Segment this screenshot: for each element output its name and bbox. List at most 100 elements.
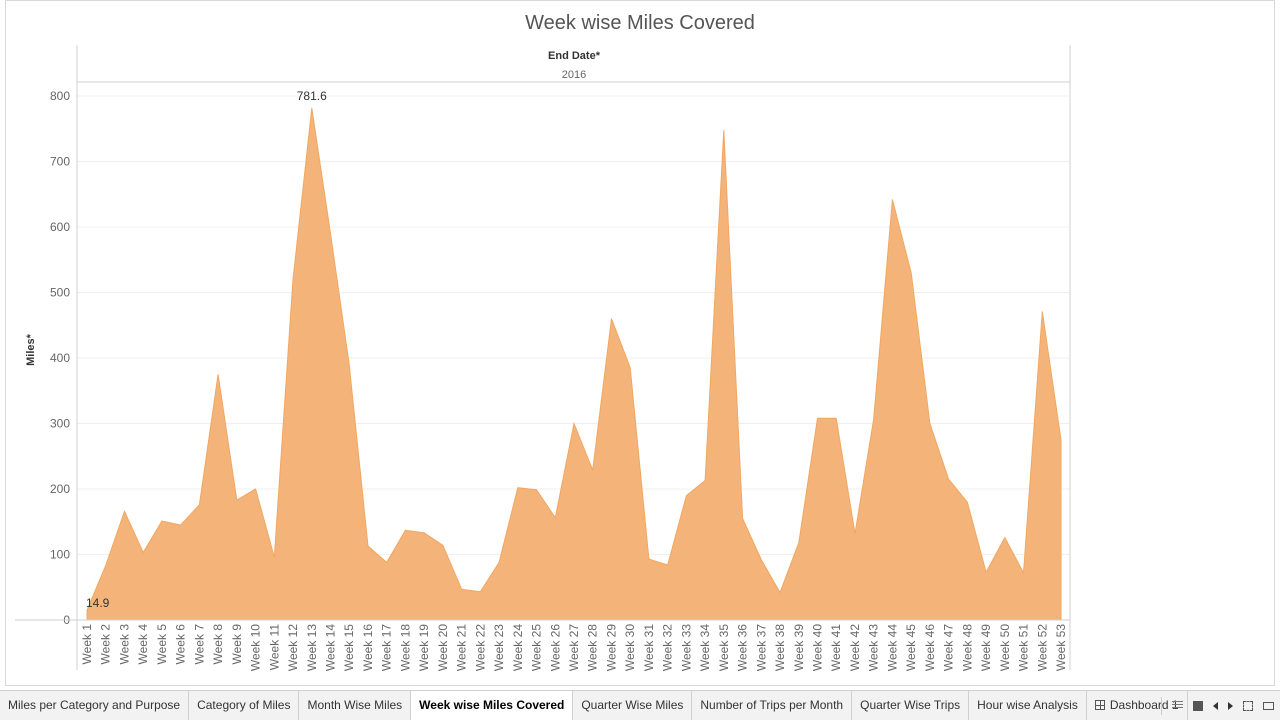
x-tick-label: Week 22 [473,624,487,671]
data-point[interactable] [741,516,745,520]
x-tick-label: Week 32 [661,624,675,671]
data-point[interactable] [984,570,988,574]
data-point[interactable] [816,416,820,420]
sheet-tab[interactable]: Miles per Category and Purpose [0,691,190,720]
data-point[interactable] [535,488,539,492]
sheet-tab-label: Category of Miles [197,698,291,712]
data-point[interactable] [609,317,613,321]
x-tick-label: Week 48 [960,624,974,671]
x-tick-label: Week 38 [773,624,787,671]
data-point[interactable] [722,128,726,132]
fullscreen-icon[interactable] [1243,700,1253,711]
data-point[interactable] [909,271,913,275]
sheet-tab[interactable]: Number of Trips per Month [692,691,853,720]
x-tick-label: Week 49 [979,624,993,671]
data-point[interactable] [591,468,595,472]
x-tick-label: Week 3 [117,624,131,665]
data-point[interactable] [403,528,407,532]
sheet-tab-label: Number of Trips per Month [700,698,844,712]
data-point[interactable] [553,516,557,520]
single-view-icon[interactable] [1193,700,1203,711]
data-point[interactable] [947,477,951,481]
sheet-tab[interactable]: Category of Miles [189,691,300,720]
data-point[interactable] [104,564,108,568]
x-tick-label: Week 25 [530,624,544,671]
data-point[interactable] [572,422,576,426]
data-point[interactable] [1003,535,1007,539]
series-area[interactable] [86,108,1062,621]
x-tick-label: Week 47 [942,624,956,671]
x-tick-label: Week 12 [286,624,300,671]
sheet-tab[interactable]: Quarter Wise Miles [573,691,693,720]
data-point[interactable] [347,363,351,367]
data-point[interactable] [441,543,445,547]
data-point[interactable] [1059,438,1063,442]
data-point[interactable] [216,372,220,376]
data-point[interactable] [834,416,838,420]
separator [1161,696,1162,715]
x-tick-label: Week 7 [192,624,206,665]
sheet-tab-label: Miles per Category and Purpose [8,698,181,712]
data-point[interactable] [179,523,183,527]
data-point[interactable] [797,541,801,545]
data-point[interactable] [890,197,894,201]
data-point[interactable] [141,551,145,555]
data-point[interactable] [1022,571,1026,575]
x-tick-label: Week 41 [829,624,843,671]
x-tick-label: Week 23 [492,624,506,671]
column-header: End Date* [548,50,601,62]
previous-icon[interactable] [1213,701,1218,710]
x-tick-label: Week 52 [1035,624,1049,671]
presentation-icon[interactable] [1263,701,1274,710]
data-point[interactable] [366,544,370,548]
data-point[interactable] [197,503,201,507]
data-point[interactable] [160,519,164,523]
data-point[interactable] [478,590,482,594]
data-point[interactable] [703,478,707,482]
data-point[interactable] [778,590,782,594]
data-point[interactable] [928,422,932,426]
data-point[interactable] [122,509,126,513]
x-tick-label: Week 6 [174,624,188,665]
data-point[interactable] [235,498,239,502]
data-point[interactable] [684,494,688,498]
data-point[interactable] [1040,309,1044,313]
x-tick-label: Week 19 [417,624,431,671]
sheet-tab[interactable]: Month Wise Miles [299,691,412,720]
sheet-navigation [1161,691,1274,720]
data-point[interactable] [666,563,670,567]
data-point[interactable] [254,487,258,491]
data-point[interactable] [872,417,876,421]
x-tick-label: Week 9 [230,624,244,665]
data-point[interactable] [497,560,501,564]
x-tick-label: Week 11 [267,624,281,671]
data-point[interactable] [460,587,464,591]
x-tick-label: Week 10 [249,624,263,671]
grid-view-icon[interactable] [1172,701,1183,710]
x-tick-label: Week 21 [455,624,469,671]
data-point[interactable] [272,555,276,559]
sheet-tab[interactable]: Week wise Miles Covered [411,691,574,720]
data-point[interactable] [291,277,295,281]
data-point[interactable] [516,486,520,490]
x-tick-label: Week 50 [998,624,1012,671]
data-point[interactable] [310,106,314,110]
x-tick-label: Week 29 [604,624,618,671]
data-point[interactable] [965,500,969,504]
data-point[interactable] [422,531,426,535]
data-point[interactable] [759,558,763,562]
x-tick-label: Week 5 [155,624,169,665]
next-icon[interactable] [1228,701,1233,710]
data-point[interactable] [385,560,389,564]
x-tick-label: Week 37 [754,624,768,671]
x-tick-label: Week 1 [80,624,94,665]
x-tick-label: Week 31 [642,624,656,671]
data-point[interactable] [628,366,632,370]
data-point[interactable] [647,557,651,561]
data-point[interactable] [853,532,857,536]
x-tick-label: Week 18 [398,624,412,671]
sheet-tab[interactable]: Hour wise Analysis [969,691,1087,720]
data-point[interactable] [329,232,333,236]
area-chart[interactable]: End Date* 2016 Miles* 010020030040050060… [0,0,1280,690]
sheet-tab[interactable]: Quarter Wise Trips [852,691,970,720]
